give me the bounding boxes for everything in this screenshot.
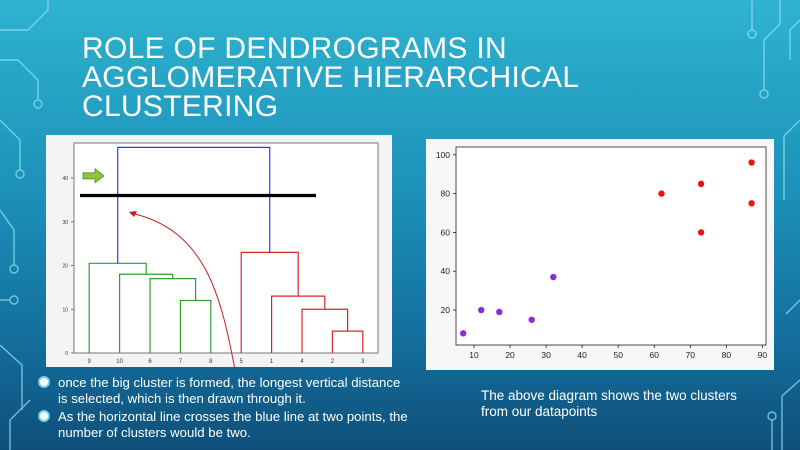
leaf-label: 1 bbox=[270, 359, 274, 365]
annotation-arrow bbox=[130, 212, 237, 376]
leaf-label: 4 bbox=[300, 359, 304, 365]
scatter-point bbox=[697, 180, 705, 188]
dendrogram-link bbox=[88, 262, 147, 353]
leaf-label: 6 bbox=[148, 359, 152, 365]
dendrogram-link bbox=[117, 146, 271, 264]
plot-frame bbox=[73, 142, 379, 354]
bullet-dot-icon bbox=[40, 378, 48, 386]
x-tick-label: 10 bbox=[469, 350, 479, 360]
bullet-dot-icon bbox=[40, 412, 48, 420]
y-tick-label: 20 bbox=[441, 305, 451, 315]
green-arrow-icon bbox=[82, 167, 105, 184]
scatter-point bbox=[460, 330, 467, 337]
y-tick-label: 80 bbox=[441, 189, 451, 199]
y-tick-label: 40 bbox=[62, 176, 68, 182]
plot-frame bbox=[455, 146, 767, 346]
bullet-list: once the big cluster is formed, the long… bbox=[40, 375, 410, 443]
leaf-label: 10 bbox=[116, 359, 123, 365]
scatter-point bbox=[697, 229, 705, 236]
y-tick-label: 10 bbox=[62, 307, 68, 313]
y-tick-label: 0 bbox=[65, 351, 68, 357]
scatter-point bbox=[748, 200, 755, 207]
scatter-point bbox=[478, 306, 485, 314]
bullet-text: once the big cluster is formed, the long… bbox=[58, 375, 401, 406]
y-tick-label: 40 bbox=[441, 266, 451, 276]
scatter-point bbox=[550, 273, 557, 281]
scatter-point bbox=[748, 159, 755, 166]
y-tick-label: 60 bbox=[441, 227, 451, 237]
x-tick-label: 40 bbox=[577, 350, 587, 360]
bullet-item: As the horizontal line crosses the blue … bbox=[40, 409, 410, 441]
y-tick-label: 30 bbox=[62, 220, 68, 226]
dendrogram-chart: 0 10 20 30 40 9 10 6 7 8 5 1 4 2 3 bbox=[62, 142, 379, 376]
scatter-point bbox=[496, 308, 503, 316]
x-tick-label: 90 bbox=[758, 350, 768, 360]
slide-title: ROLE OF DENDROGRAMS IN AGGLOMERATIVE HIE… bbox=[82, 32, 579, 123]
scatter-chart: 10 20 30 40 50 60 70 80 90 20 40 60 80 100 bbox=[436, 146, 768, 360]
x-tick-label: 80 bbox=[722, 350, 732, 360]
bullet-item: once the big cluster is formed, the long… bbox=[40, 375, 410, 407]
x-tick-label: 50 bbox=[613, 350, 623, 360]
x-tick-label: 60 bbox=[650, 350, 660, 360]
leaf-label: 3 bbox=[361, 359, 365, 365]
x-tick-label: 20 bbox=[505, 350, 515, 360]
leaf-label: 9 bbox=[88, 359, 92, 365]
scatter-point bbox=[658, 190, 665, 197]
scatter-caption: The above diagram shows the two clusters… bbox=[481, 388, 737, 419]
scatter-figure: 10 20 30 40 50 60 70 80 90 20 40 60 80 100 bbox=[426, 139, 774, 370]
annotation-arrowhead-icon bbox=[129, 211, 137, 217]
leaf-label: 2 bbox=[331, 359, 335, 365]
bullet-text: As the horizontal line crosses the blue … bbox=[58, 409, 408, 440]
y-tick-label: 20 bbox=[62, 264, 68, 270]
leaf-label: 8 bbox=[209, 359, 213, 365]
scatter-point bbox=[528, 316, 535, 323]
y-tick-label: 100 bbox=[436, 150, 450, 160]
dendrogram-figure: 0 10 20 30 40 9 10 6 7 8 5 1 4 2 3 bbox=[46, 135, 392, 376]
x-tick-label: 70 bbox=[686, 350, 696, 360]
leaf-label: 7 bbox=[179, 359, 183, 365]
x-tick-label: 30 bbox=[541, 350, 551, 360]
leaf-label: 5 bbox=[240, 359, 244, 365]
